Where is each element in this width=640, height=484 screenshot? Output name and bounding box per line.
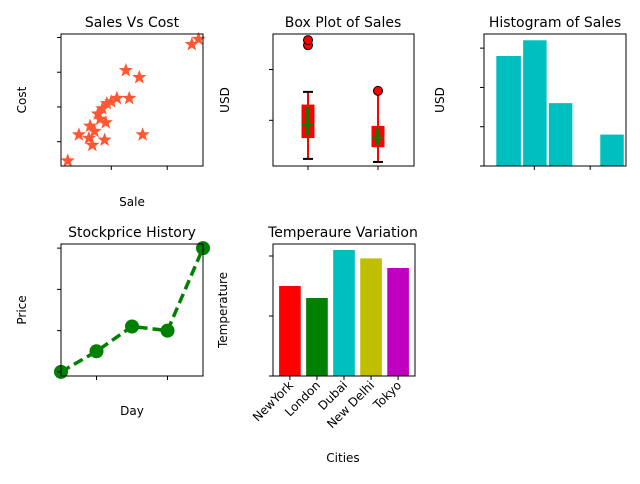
line-ylabel: Price bbox=[15, 295, 29, 324]
scatter-point-17 bbox=[135, 127, 150, 141]
scatter-point-19 bbox=[191, 31, 206, 46]
temperature-bar-2 bbox=[333, 250, 355, 376]
scatter-point-14 bbox=[118, 62, 133, 77]
temperature-frame bbox=[272, 243, 416, 377]
scatter-point-11 bbox=[99, 95, 114, 110]
temperature-title: Temperaure Variation bbox=[267, 225, 418, 241]
line-title: Stockprice History bbox=[68, 225, 196, 241]
bar-panel-temperature: Temperaure Variation Cities Temperature … bbox=[216, 225, 418, 465]
scatter-point-8 bbox=[95, 101, 110, 115]
box-1-flier-0 bbox=[373, 85, 383, 96]
boxplot-ylabel: USD bbox=[218, 87, 232, 113]
scatter-point-1 bbox=[71, 127, 87, 141]
scatter-point-7 bbox=[93, 111, 108, 126]
line-panel-stockprice: Stockprice History Day Price bbox=[15, 225, 210, 418]
boxplot-frame bbox=[272, 33, 415, 167]
temperature-bar-4 bbox=[387, 268, 409, 376]
box-0-flier-1 bbox=[303, 35, 313, 46]
scatter-ylabel: Cost bbox=[15, 86, 29, 113]
histogram-frame bbox=[483, 33, 627, 167]
scatter-panel-sales-vs-cost: Sales Vs Cost Sale Cost bbox=[15, 15, 206, 209]
scatter-frame bbox=[60, 33, 204, 167]
scatter-point-13 bbox=[109, 90, 125, 105]
line-point-1 bbox=[89, 344, 104, 359]
scatter-point-10 bbox=[98, 115, 113, 129]
scatter-point-9 bbox=[97, 132, 112, 147]
scatter-point-15 bbox=[122, 90, 137, 105]
line-point-2 bbox=[125, 319, 139, 334]
histogram-panel-sales: Histogram of Sales USD bbox=[433, 15, 627, 170]
temperature-bar-3 bbox=[360, 258, 382, 376]
line-xlabel: Day bbox=[120, 404, 144, 418]
line-frame bbox=[60, 243, 204, 377]
scatter-point-12 bbox=[104, 94, 119, 108]
scatter-xlabel: Sale bbox=[119, 195, 145, 209]
boxplot-title: Box Plot of Sales bbox=[285, 15, 402, 31]
temperature-xtick-4: Tokyo bbox=[370, 378, 404, 412]
boxplot-panel-sales: Box Plot of Sales USD bbox=[218, 15, 415, 170]
histogram-bar-1 bbox=[523, 40, 547, 166]
scatter-point-4 bbox=[85, 137, 100, 152]
scatter-point-0 bbox=[60, 153, 75, 167]
temperature-xlabel: Cities bbox=[326, 451, 359, 465]
scatter-point-3 bbox=[82, 118, 98, 133]
temperature-ylabel: Temperature bbox=[216, 272, 230, 349]
temperature-bar-0 bbox=[279, 286, 301, 376]
scatter-point-6 bbox=[90, 106, 106, 120]
scatter-point-5 bbox=[87, 123, 102, 138]
histogram-ylabel: USD bbox=[433, 87, 447, 113]
line-point-3 bbox=[160, 323, 175, 338]
scatter-point-16 bbox=[132, 69, 147, 84]
histogram-bar-4 bbox=[600, 134, 624, 166]
line-series bbox=[60, 247, 205, 374]
temperature-bar-1 bbox=[306, 298, 328, 376]
histogram-bar-2 bbox=[548, 103, 573, 166]
scatter-title: Sales Vs Cost bbox=[85, 15, 180, 31]
scatter-point-2 bbox=[81, 130, 97, 145]
scatter-point-18 bbox=[184, 36, 199, 51]
histogram-bar-0 bbox=[496, 56, 521, 166]
histogram-title: Histogram of Sales bbox=[489, 15, 621, 31]
